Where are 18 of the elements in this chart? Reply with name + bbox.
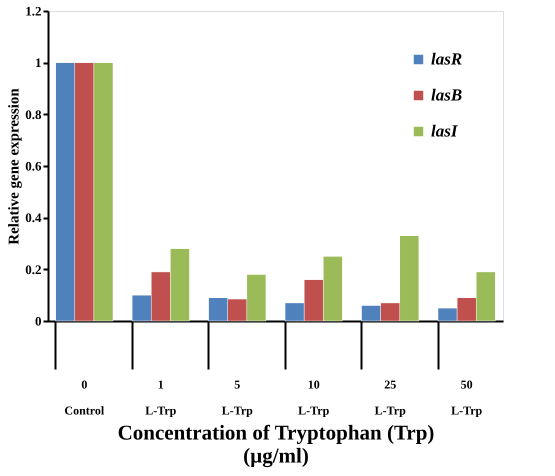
- y-tick-label: 0: [35, 314, 42, 328]
- legend-label: lasR: [431, 50, 462, 68]
- x-tick-label: 5 L-Trp: [222, 378, 254, 418]
- y-tick-label: 0.4: [25, 210, 42, 226]
- y-axis-title: Relative gene expression: [6, 88, 22, 245]
- legend-label: lasI: [431, 122, 459, 140]
- x-tick-label: 0 Control: [64, 378, 105, 418]
- legend-label: lasB: [431, 86, 462, 104]
- y-tick-label: 0.2: [25, 262, 42, 277]
- x-tick-label: 1 L-Trp: [145, 378, 177, 418]
- y-tick-label: 1.2: [25, 4, 42, 18]
- x-tick-label: 25 L-Trp: [374, 378, 406, 418]
- x-axis-title: Concentration of Tryptophan (Trp) (µg/ml): [118, 420, 434, 468]
- y-tick-label: 0.6: [25, 158, 42, 174]
- x-tick-label: 50 L-Trp: [451, 378, 483, 418]
- y-tick-label: 0.8: [25, 106, 42, 122]
- x-tick-label: 10 L-Trp: [298, 378, 330, 418]
- y-tick-label: 1: [35, 55, 42, 70]
